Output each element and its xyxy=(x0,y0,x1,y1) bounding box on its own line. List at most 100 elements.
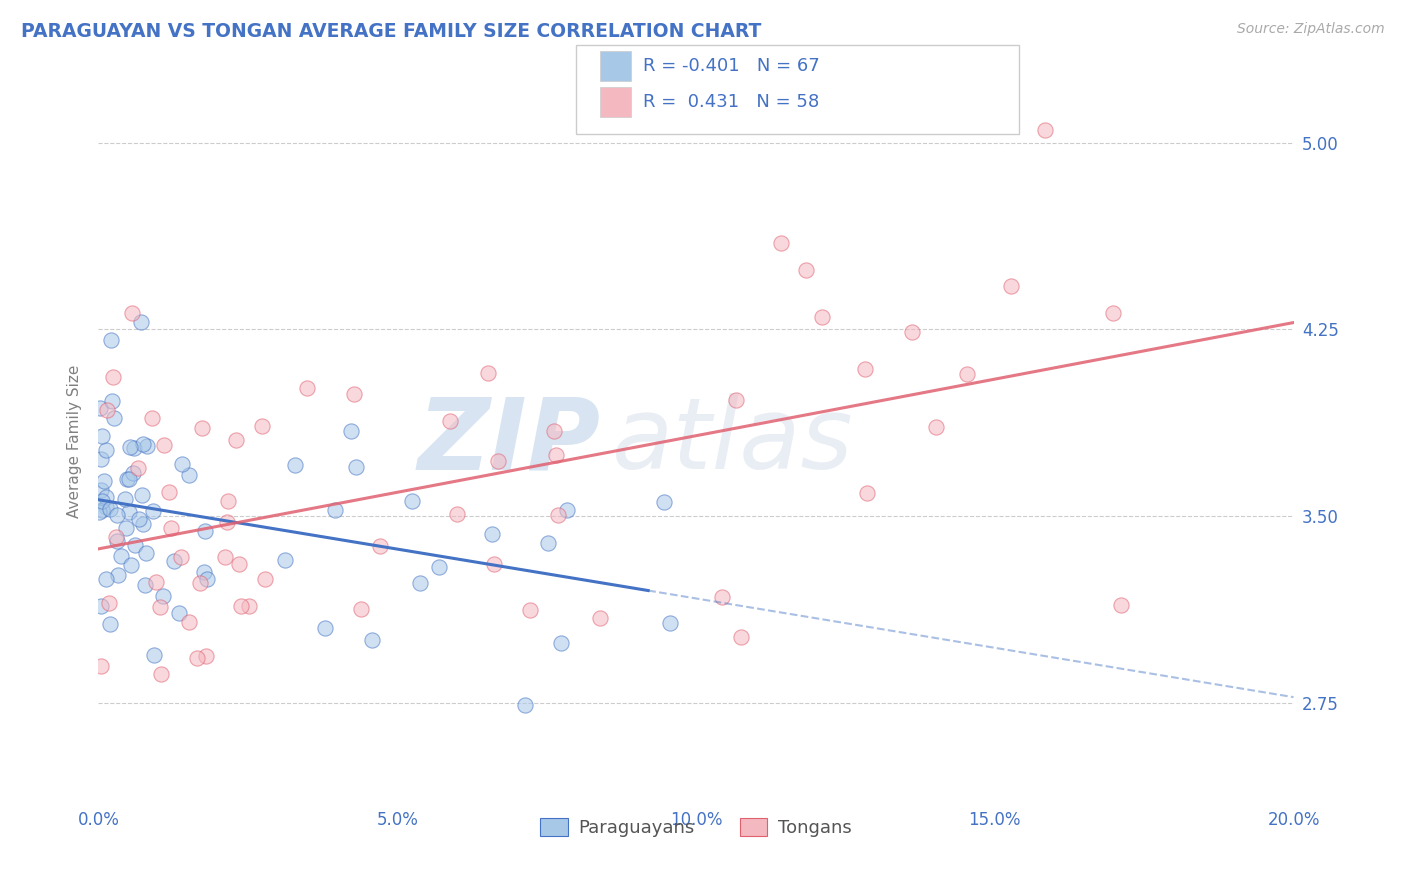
Point xyxy=(127,460,149,475)
Point xyxy=(214,549,236,564)
Point xyxy=(145,575,167,590)
Text: atlas: atlas xyxy=(613,393,853,490)
Point xyxy=(215,516,238,530)
Point xyxy=(90,658,112,673)
Point xyxy=(90,429,112,443)
Point xyxy=(253,572,276,586)
Point xyxy=(150,667,173,681)
Point xyxy=(114,492,136,507)
Point xyxy=(547,508,569,523)
Point xyxy=(225,434,247,448)
Point xyxy=(98,596,121,610)
Legend: Paraguayans, Tongans: Paraguayans, Tongans xyxy=(533,811,859,845)
Point xyxy=(810,310,832,325)
Point xyxy=(159,521,181,535)
Point xyxy=(132,436,155,450)
Point xyxy=(956,367,979,381)
Point xyxy=(105,508,128,522)
Point xyxy=(794,263,817,277)
Point xyxy=(323,503,346,517)
Point xyxy=(1101,306,1123,320)
Point xyxy=(100,334,122,348)
Point xyxy=(110,549,132,563)
Point xyxy=(118,472,141,486)
Point xyxy=(536,536,558,550)
Point xyxy=(170,550,193,565)
Point xyxy=(177,615,200,630)
Point xyxy=(115,472,138,486)
Point xyxy=(654,495,676,509)
Point xyxy=(101,369,124,384)
Point xyxy=(101,394,124,409)
Point xyxy=(96,443,118,458)
Point xyxy=(555,502,578,516)
Point xyxy=(114,521,136,535)
Point xyxy=(513,698,536,712)
Point xyxy=(157,485,180,500)
Point xyxy=(93,474,115,488)
Point xyxy=(136,439,159,453)
Point xyxy=(1000,279,1022,293)
Point xyxy=(188,575,211,590)
Point xyxy=(589,611,612,625)
Point xyxy=(339,424,361,438)
Point xyxy=(94,490,117,504)
Point xyxy=(177,467,200,482)
Text: ZIP: ZIP xyxy=(418,393,600,490)
Point xyxy=(90,503,112,517)
Y-axis label: Average Family Size: Average Family Size xyxy=(67,365,83,518)
Point xyxy=(128,512,150,526)
Point xyxy=(446,508,468,522)
Point xyxy=(121,467,143,481)
Point xyxy=(105,529,128,543)
Point xyxy=(350,602,373,616)
Point xyxy=(118,440,141,454)
Point xyxy=(121,306,143,320)
Point xyxy=(550,635,572,649)
Point xyxy=(429,560,451,574)
Point xyxy=(134,577,156,591)
Point xyxy=(163,554,186,568)
Text: PARAGUAYAN VS TONGAN AVERAGE FAMILY SIZE CORRELATION CHART: PARAGUAYAN VS TONGAN AVERAGE FAMILY SIZE… xyxy=(21,22,762,41)
Text: R = -0.401   N = 67: R = -0.401 N = 67 xyxy=(643,57,820,75)
Point xyxy=(658,615,681,630)
Point xyxy=(488,454,510,468)
Point xyxy=(730,630,752,644)
Point xyxy=(94,500,117,514)
Point xyxy=(90,494,112,508)
Point xyxy=(1033,123,1056,137)
Point xyxy=(167,607,190,621)
Point xyxy=(135,545,157,559)
Point xyxy=(724,392,747,407)
Point xyxy=(543,424,565,438)
Point xyxy=(217,493,239,508)
Point xyxy=(231,599,253,614)
Point xyxy=(96,402,118,417)
Point xyxy=(191,421,214,435)
Point xyxy=(295,381,318,395)
Point xyxy=(152,589,174,603)
Point xyxy=(149,599,172,614)
Point xyxy=(129,314,152,328)
Point xyxy=(142,504,165,518)
Text: Source: ZipAtlas.com: Source: ZipAtlas.com xyxy=(1237,22,1385,37)
Point xyxy=(901,325,924,339)
Point xyxy=(195,572,218,586)
Point xyxy=(131,488,153,502)
Point xyxy=(141,411,163,425)
Point xyxy=(194,524,217,538)
Point xyxy=(343,387,366,401)
Point xyxy=(484,557,506,571)
Point xyxy=(100,502,122,516)
Point xyxy=(172,457,194,471)
Point xyxy=(481,527,503,541)
Point xyxy=(87,505,110,519)
Point xyxy=(439,414,461,428)
Point xyxy=(90,451,112,466)
Point xyxy=(94,572,117,586)
Point xyxy=(193,565,215,579)
Point xyxy=(769,236,792,251)
Point xyxy=(711,590,734,604)
Point xyxy=(477,366,499,380)
Point xyxy=(118,505,141,519)
